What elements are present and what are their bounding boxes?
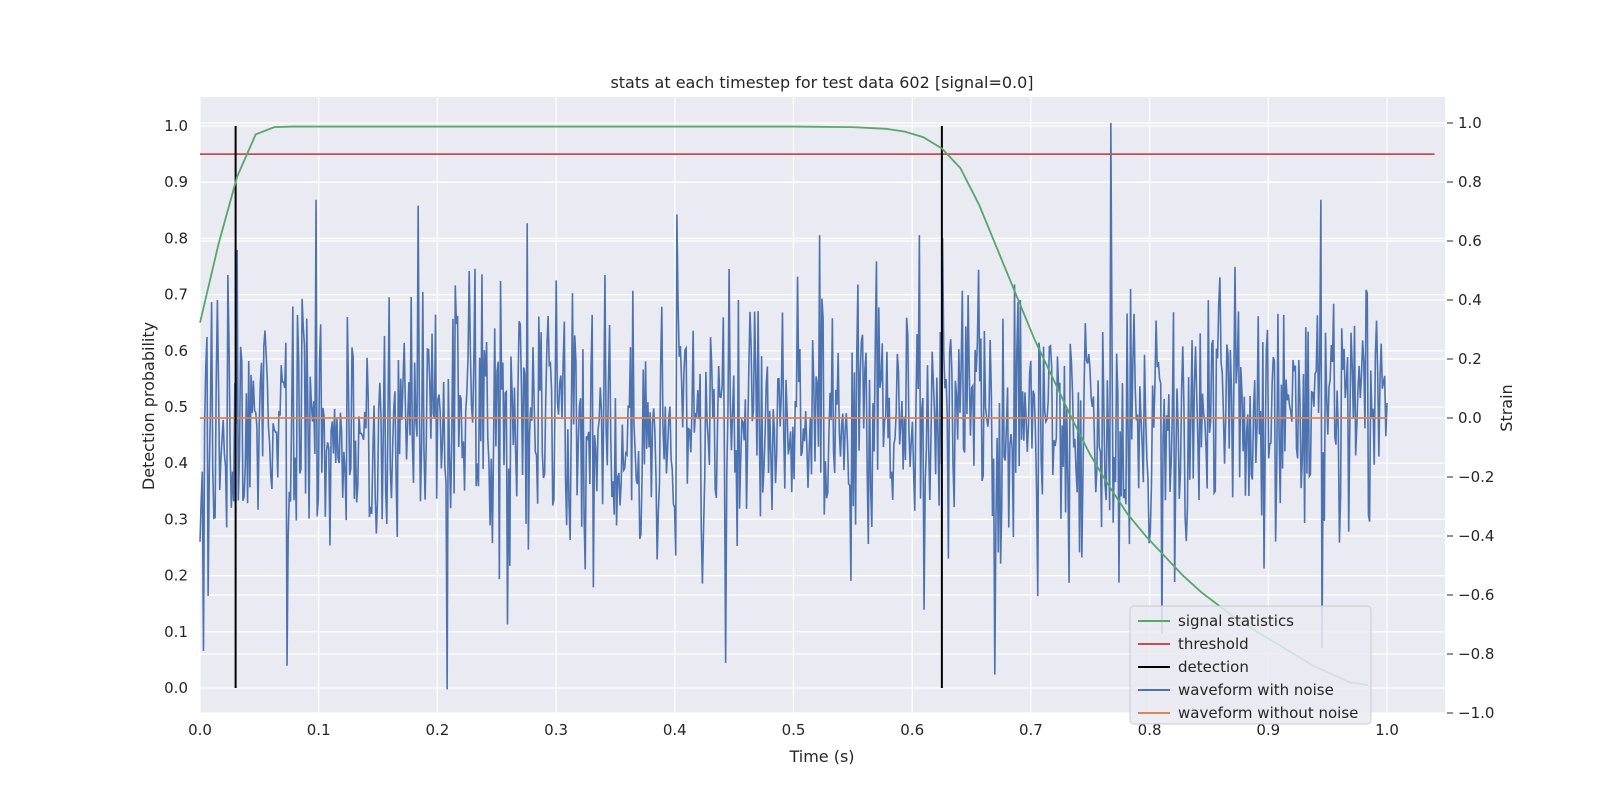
chart-title: stats at each timestep for test data 602… bbox=[610, 73, 1033, 92]
y-right-tick-label: −0.2 bbox=[1458, 468, 1494, 486]
x-tick-label: 0.0 bbox=[188, 721, 212, 739]
y-left-tick-label: 0.6 bbox=[164, 342, 188, 360]
y-right-tick-label: −0.4 bbox=[1458, 527, 1494, 545]
tick-labels: 0.0 0.1 0.2 0.3 0.4 0.5 0.6 0.7 0.8 0.9 1.0 0.0 0.1 0… bbox=[164, 114, 1494, 739]
y-left-tick-label: 0.7 bbox=[164, 286, 188, 304]
y-axis-right-label: Strain bbox=[1497, 384, 1516, 431]
x-tick-label: 0.6 bbox=[900, 721, 924, 739]
y-left-tick-label: 0.4 bbox=[164, 454, 188, 472]
y-right-tick-label: 1.0 bbox=[1458, 114, 1482, 132]
y-left-tick-label: 0.0 bbox=[164, 679, 188, 697]
y-right-tick-label: 0.6 bbox=[1458, 232, 1482, 250]
x-tick-label: 0.7 bbox=[1019, 721, 1043, 739]
y-right-tick-label: 0.4 bbox=[1458, 291, 1482, 309]
legend: signal statistics threshold detection wavef… bbox=[1129, 605, 1372, 725]
x-axis-label: Time (s) bbox=[788, 747, 854, 766]
y-left-tick-label: 0.1 bbox=[164, 623, 188, 641]
y-left-tick-label: 0.5 bbox=[164, 398, 188, 416]
y-left-tick-label: 0.3 bbox=[164, 510, 188, 528]
legend-label: threshold bbox=[1178, 635, 1249, 653]
x-tick-label: 1.0 bbox=[1375, 721, 1399, 739]
y-right-tick-label: −1.0 bbox=[1458, 704, 1494, 722]
legend-label: waveform with noise bbox=[1178, 681, 1334, 699]
x-tick-label: 0.3 bbox=[544, 721, 568, 739]
y-right-tick-label: −0.8 bbox=[1458, 645, 1494, 663]
y-left-tick-label: 0.9 bbox=[164, 173, 188, 191]
legend-label: signal statistics bbox=[1178, 612, 1294, 630]
y-right-tick-label: 0.0 bbox=[1458, 409, 1482, 427]
y-right-tick-label: −0.6 bbox=[1458, 586, 1494, 604]
y-left-tick-label: 0.8 bbox=[164, 229, 188, 247]
x-tick-label: 0.2 bbox=[425, 721, 449, 739]
y-left-tick-label: 0.2 bbox=[164, 567, 188, 585]
y-axis-left-label: Detection probability bbox=[139, 322, 158, 490]
x-tick-label: 0.9 bbox=[1256, 721, 1280, 739]
legend-label: waveform without noise bbox=[1178, 704, 1358, 722]
y-right-tick-label: 0.8 bbox=[1458, 173, 1482, 191]
chart-marks bbox=[199, 122, 1435, 690]
x-tick-label: 0.5 bbox=[782, 721, 806, 739]
legend-box bbox=[1129, 605, 1372, 725]
x-tick-label: 0.8 bbox=[1138, 721, 1162, 739]
y-left-tick-label: 1.0 bbox=[164, 117, 188, 135]
x-tick-label: 0.1 bbox=[307, 721, 331, 739]
legend-label: detection bbox=[1178, 658, 1249, 676]
y-right-tick-label: 0.2 bbox=[1458, 350, 1482, 368]
waveform-with-noise-line bbox=[199, 122, 1388, 690]
x-tick-label: 0.4 bbox=[663, 721, 687, 739]
